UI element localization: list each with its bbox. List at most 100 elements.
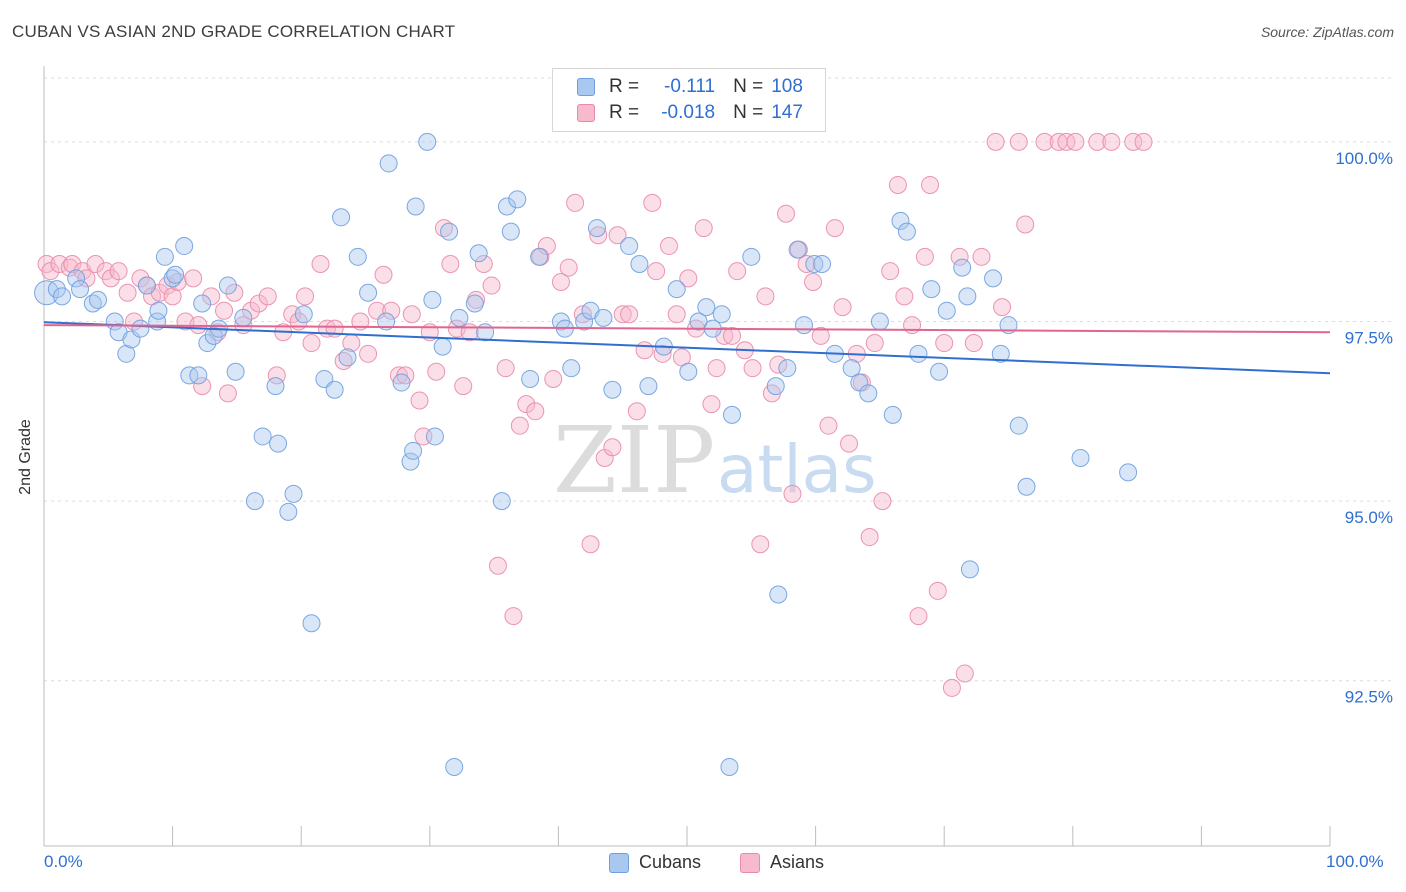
cubans-point bbox=[1071, 449, 1090, 467]
cubans-point bbox=[795, 316, 814, 335]
series-legend-asians[interactable]: Asians bbox=[740, 852, 824, 873]
asians-point bbox=[819, 416, 838, 435]
cubans-point bbox=[465, 294, 484, 313]
cubans-point bbox=[788, 240, 807, 259]
cubans-point bbox=[332, 208, 351, 227]
asians-point bbox=[551, 272, 570, 291]
asians-point bbox=[723, 326, 742, 345]
asians-point bbox=[860, 528, 879, 547]
asians-point bbox=[109, 262, 128, 281]
cubans-point bbox=[883, 405, 902, 424]
asians-point bbox=[667, 305, 686, 324]
asians-point bbox=[627, 402, 646, 421]
asians-swatch bbox=[577, 104, 595, 122]
asians-point bbox=[964, 334, 983, 353]
asians-point bbox=[382, 301, 401, 320]
cubans-point bbox=[689, 312, 708, 331]
cubans-point bbox=[198, 334, 217, 353]
cubans-point bbox=[284, 484, 303, 503]
asians-point bbox=[193, 377, 212, 396]
cubans-point bbox=[562, 359, 581, 378]
legend-n-label-cubans: N = bbox=[733, 76, 764, 97]
asians-point bbox=[215, 301, 234, 320]
asians-point bbox=[756, 287, 775, 306]
x-tick-label-right: 100.0% bbox=[1326, 852, 1384, 871]
asians-point bbox=[613, 305, 632, 324]
asians-point bbox=[1016, 215, 1035, 234]
asians-point bbox=[1134, 132, 1153, 151]
asians-point bbox=[242, 301, 261, 320]
cubans-point bbox=[348, 247, 367, 266]
asians-point bbox=[41, 262, 60, 281]
cubans-point bbox=[1017, 477, 1036, 496]
asians-point bbox=[168, 272, 187, 291]
asians-point bbox=[258, 287, 277, 306]
cubans-point bbox=[193, 294, 212, 313]
cubans-point bbox=[984, 269, 1003, 288]
asians-legend-swatch bbox=[740, 852, 760, 873]
cubans-point bbox=[639, 377, 658, 396]
y-tick-label: 97.5% bbox=[1345, 328, 1393, 347]
asians-point bbox=[402, 305, 421, 324]
asians-point bbox=[643, 193, 662, 212]
cubans-point bbox=[501, 222, 520, 241]
asians-point bbox=[804, 272, 823, 291]
asians-point bbox=[751, 535, 770, 554]
asians-point bbox=[218, 384, 237, 403]
cubans-point bbox=[117, 344, 136, 363]
cubans-point bbox=[189, 366, 208, 385]
asians-point bbox=[942, 678, 961, 697]
asians-point bbox=[389, 366, 408, 385]
asians-point bbox=[825, 219, 844, 238]
cubans-point bbox=[294, 305, 313, 324]
legend-row-cubans: R = -0.111 N = 108 bbox=[577, 75, 803, 99]
asians-point bbox=[1102, 132, 1121, 151]
asians-point bbox=[647, 262, 666, 281]
cubans-point bbox=[253, 427, 272, 446]
cubans-point bbox=[469, 244, 488, 263]
asians-point bbox=[101, 269, 120, 288]
asians-point bbox=[783, 484, 802, 503]
cubans-point bbox=[897, 222, 916, 241]
asians-point bbox=[374, 265, 393, 284]
cubans-point bbox=[89, 290, 108, 309]
cubans-point bbox=[266, 377, 285, 396]
asians-point bbox=[163, 287, 182, 306]
asians-point bbox=[559, 258, 578, 277]
cubans-point bbox=[401, 452, 420, 471]
cubans-legend-swatch bbox=[609, 852, 629, 873]
asians-point bbox=[50, 255, 69, 273]
asians-point bbox=[474, 255, 493, 273]
cubans-point bbox=[679, 362, 698, 381]
cubans-point bbox=[1119, 463, 1138, 482]
cubans-points bbox=[34, 132, 1138, 776]
cubans-point bbox=[245, 492, 264, 511]
asians-point bbox=[202, 287, 221, 306]
cubans-point bbox=[594, 308, 613, 327]
y-tick-label: 92.5% bbox=[1345, 688, 1393, 707]
asians-point bbox=[184, 269, 203, 288]
cubans-point bbox=[34, 280, 60, 306]
source-label: Source: ZipAtlas.com bbox=[1260, 24, 1394, 40]
cubans-point bbox=[406, 197, 425, 216]
chart-title: CUBAN VS ASIAN 2ND GRADE CORRELATION CHA… bbox=[12, 22, 456, 41]
cubans-point bbox=[175, 237, 194, 256]
asians-point bbox=[581, 535, 600, 554]
asians-point bbox=[118, 283, 137, 302]
asians-point bbox=[441, 255, 460, 273]
asians-point bbox=[728, 262, 747, 281]
cubans-point bbox=[960, 560, 979, 579]
cubans-point bbox=[930, 362, 949, 381]
asians-point bbox=[510, 416, 529, 435]
cubans-point bbox=[497, 197, 516, 216]
axis-layer bbox=[43, 66, 1331, 847]
cubans-point bbox=[842, 359, 861, 378]
cubans-point bbox=[325, 380, 344, 399]
asians-point bbox=[1035, 132, 1054, 151]
cubans-point bbox=[667, 280, 686, 299]
cubans-point bbox=[131, 319, 150, 338]
series-legend-cubans[interactable]: Cubans bbox=[609, 852, 701, 873]
asians-point bbox=[909, 607, 928, 626]
asians-point bbox=[351, 312, 370, 331]
cubans-point bbox=[338, 348, 357, 367]
